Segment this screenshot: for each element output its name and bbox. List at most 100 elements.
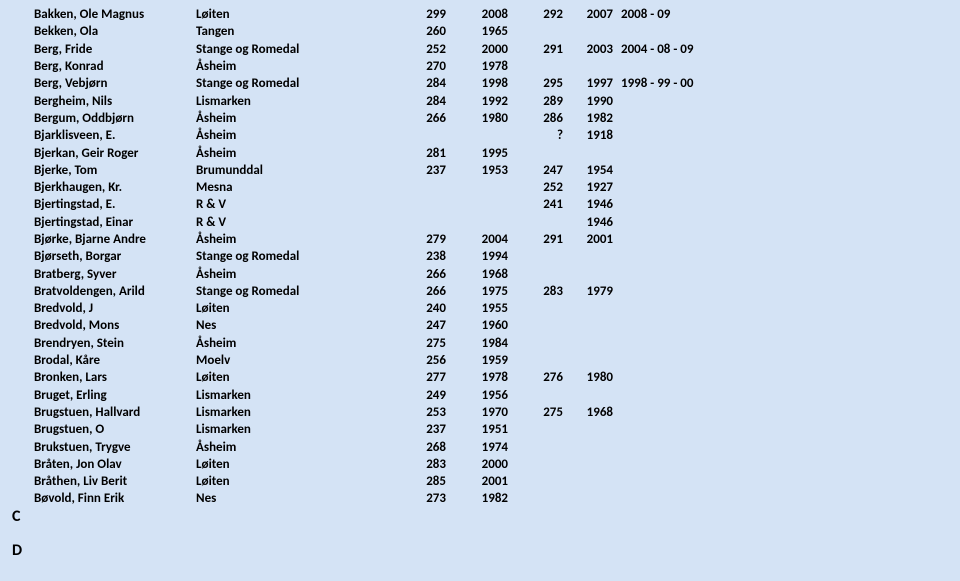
year1-cell: 1995 xyxy=(454,146,516,161)
place-cell: Lismarken xyxy=(196,94,399,109)
year1-cell: 1975 xyxy=(454,284,516,299)
place-cell: Stange og Romedal xyxy=(196,284,399,299)
table-row: Bjerkhaugen, Kr.Mesna2521927 xyxy=(12,179,948,196)
name-cell: Bronken, Lars xyxy=(34,370,196,385)
year2-cell: 1982 xyxy=(571,111,621,126)
year1-cell: 1994 xyxy=(454,249,516,264)
place-cell: Lismarken xyxy=(196,388,399,403)
name-cell: Brugstuen, O xyxy=(34,422,196,437)
table-row: Bruget, ErlingLismarken2491956 xyxy=(12,387,948,404)
year1-cell: 1992 xyxy=(454,94,516,109)
table-row: Bjerke, TomBrumunddal23719532471954 xyxy=(12,162,948,179)
table-row: Brodal, KåreMoelv2561959 xyxy=(12,352,948,369)
place-cell: Moelv xyxy=(196,353,399,368)
table-row: Bredvold, JLøiten2401955 xyxy=(12,300,948,317)
year1-cell: 1984 xyxy=(454,336,516,351)
name-cell: Berg, Fride xyxy=(34,42,196,57)
place-cell: Åsheim xyxy=(196,128,399,143)
place-cell: Åsheim xyxy=(196,111,399,126)
num1-cell: 279 xyxy=(399,232,454,247)
place-cell: Mesna xyxy=(196,180,399,195)
name-cell: Bråten, Jon Olav xyxy=(34,457,196,472)
table-row: Brukstuen, TrygveÅsheim2681974 xyxy=(12,438,948,455)
name-cell: Bratberg, Syver xyxy=(34,267,196,282)
place-cell: Åsheim xyxy=(196,146,399,161)
num1-cell: 237 xyxy=(399,163,454,178)
num1-cell: 238 xyxy=(399,249,454,264)
year1-cell: 1965 xyxy=(454,24,516,39)
place-cell: Stange og Romedal xyxy=(196,76,399,91)
place-cell: Åsheim xyxy=(196,267,399,282)
table-row: Bronken, LarsLøiten27719782761980 xyxy=(12,369,948,386)
name-cell: Bråthen, Liv Berit xyxy=(34,474,196,489)
num1-cell: 285 xyxy=(399,474,454,489)
note-cell: 1998 - 99 - 00 xyxy=(621,76,741,91)
place-cell: R & V xyxy=(196,215,399,230)
place-cell: Løiten xyxy=(196,301,399,316)
num2-cell: 241 xyxy=(516,197,571,212)
name-cell: Bjørseth, Borgar xyxy=(34,249,196,264)
num2-cell: 292 xyxy=(516,7,571,22)
table-row: Bøvold, Finn ErikNes2731982 xyxy=(12,490,948,507)
num1-cell: 260 xyxy=(399,24,454,39)
num2-cell: 291 xyxy=(516,42,571,57)
table-row: Brugstuen, OLismarken2371951 xyxy=(12,421,948,438)
year1-cell: 2000 xyxy=(454,457,516,472)
year2-cell: 1997 xyxy=(571,76,621,91)
name-cell: Bredvold, Mons xyxy=(34,318,196,333)
year2-cell: 1990 xyxy=(571,94,621,109)
table-row: Berg, KonradÅsheim2701978 xyxy=(12,58,948,75)
table-row: Bjørke, Bjarne AndreÅsheim27920042912001 xyxy=(12,231,948,248)
year1-cell: 2008 xyxy=(454,7,516,22)
table-row: Bratvoldengen, ArildStange og Romedal266… xyxy=(12,283,948,300)
num1-cell: 249 xyxy=(399,388,454,403)
num1-cell: 284 xyxy=(399,76,454,91)
name-cell: Bergheim, Nils xyxy=(34,94,196,109)
place-cell: Tangen xyxy=(196,24,399,39)
year1-cell: 1960 xyxy=(454,318,516,333)
name-cell: Bjertingstad, E. xyxy=(34,197,196,212)
num1-cell: 277 xyxy=(399,370,454,385)
name-cell: Bjørke, Bjarne Andre xyxy=(34,232,196,247)
place-cell: Lismarken xyxy=(196,405,399,420)
num1-cell: 270 xyxy=(399,59,454,74)
num1-cell: 253 xyxy=(399,405,454,420)
num1-cell: 256 xyxy=(399,353,454,368)
place-cell: Løiten xyxy=(196,370,399,385)
table-row: Brendryen, SteinÅsheim2751984 xyxy=(12,335,948,352)
name-cell: Bøvold, Finn Erik xyxy=(34,491,196,506)
name-cell: Bergum, Oddbjørn xyxy=(34,111,196,126)
table-row: Bjertingstad, EinarR & V1946 xyxy=(12,214,948,231)
year2-cell: 1954 xyxy=(571,163,621,178)
table-row: Bredvold, MonsNes2471960 xyxy=(12,317,948,334)
place-cell: Nes xyxy=(196,491,399,506)
year1-cell: 1951 xyxy=(454,422,516,437)
place-cell: Åsheim xyxy=(196,336,399,351)
note-cell: 2008 - 09 xyxy=(621,7,741,22)
year1-cell: 2001 xyxy=(454,474,516,489)
year1-cell: 1959 xyxy=(454,353,516,368)
year2-cell: 1980 xyxy=(571,370,621,385)
year2-cell: 2003 xyxy=(571,42,621,57)
year1-cell: 1956 xyxy=(454,388,516,403)
year1-cell: 1955 xyxy=(454,301,516,316)
table-row: Bråten, Jon OlavLøiten2832000 xyxy=(12,456,948,473)
num2-cell: 275 xyxy=(516,405,571,420)
num2-cell: ? xyxy=(516,128,571,143)
num1-cell: 268 xyxy=(399,440,454,455)
year1-cell: 1974 xyxy=(454,440,516,455)
num1-cell: 252 xyxy=(399,42,454,57)
year1-cell: 1998 xyxy=(454,76,516,91)
table-row: C xyxy=(12,508,948,525)
year1-cell: 1982 xyxy=(454,491,516,506)
place-cell: Stange og Romedal xyxy=(196,249,399,264)
num1-cell: 247 xyxy=(399,318,454,333)
name-cell: Bjarklisveen, E. xyxy=(34,128,196,143)
name-cell: Brugstuen, Hallvard xyxy=(34,405,196,420)
table-row: Bakken, Ole MagnusLøiten2992008292200720… xyxy=(12,6,948,23)
table-row: Bjertingstad, E.R & V2411946 xyxy=(12,196,948,213)
place-cell: Løiten xyxy=(196,457,399,472)
name-cell: Bratvoldengen, Arild xyxy=(34,284,196,299)
num1-cell: 299 xyxy=(399,7,454,22)
name-cell: Bjerke, Tom xyxy=(34,163,196,178)
